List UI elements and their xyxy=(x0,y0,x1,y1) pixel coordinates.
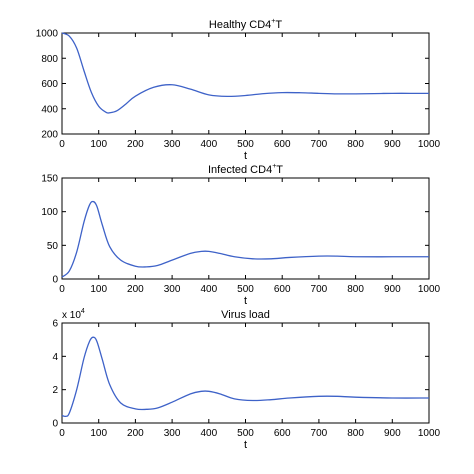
axes-box xyxy=(61,177,430,280)
chart-title-suffix: T xyxy=(275,19,282,31)
x-tick-label: 200 xyxy=(127,428,144,439)
y-tick-label: 0 xyxy=(52,275,58,286)
x-tick-label: 1000 xyxy=(418,428,441,439)
x-tick-label: 200 xyxy=(127,139,144,150)
x-tick-label: 0 xyxy=(59,284,65,295)
chart-title-main: Virus load xyxy=(221,309,270,321)
x-tick-label: 0 xyxy=(59,139,65,150)
chart-title: Virus load xyxy=(221,309,270,321)
y-tick-label: 150 xyxy=(41,174,58,185)
x-tick-label: 300 xyxy=(164,428,181,439)
x-tick-label: 700 xyxy=(311,428,328,439)
x-tick-label: 1000 xyxy=(418,139,441,150)
x-tick-label: 300 xyxy=(164,284,181,295)
x-tick-label: 900 xyxy=(384,428,401,439)
subplot-1 xyxy=(61,32,430,135)
exponent-power: 4 xyxy=(81,308,85,315)
y-tick-label: 400 xyxy=(41,104,58,115)
x-tick-label: 300 xyxy=(164,139,181,150)
x-tick-label: 500 xyxy=(237,284,254,295)
axes-box xyxy=(61,322,430,424)
axis-exponent-label: x 104 xyxy=(62,308,85,321)
y-tick-label: 1000 xyxy=(36,29,59,40)
chart-title-sup: + xyxy=(271,18,275,25)
y-tick-label: 100 xyxy=(41,207,58,218)
x-tick-label: 500 xyxy=(237,139,254,150)
exponent-base: x 10 xyxy=(62,310,81,321)
x-tick-label: 200 xyxy=(127,284,144,295)
chart-title: Infected CD4+T xyxy=(208,163,283,176)
x-tick-label: 600 xyxy=(274,139,291,150)
y-tick-label: 0 xyxy=(52,419,58,430)
y-tick-label: 200 xyxy=(41,130,58,141)
axes-box xyxy=(61,32,430,135)
x-tick-label: 100 xyxy=(90,428,107,439)
y-tick-label: 600 xyxy=(41,79,58,90)
chart-title: Healthy CD4+T xyxy=(209,18,282,31)
subplot-3 xyxy=(61,322,430,424)
y-tick-label: 4 xyxy=(52,352,58,363)
x-tick-label: 700 xyxy=(311,139,328,150)
x-axis-label: t xyxy=(244,150,247,162)
y-tick-label: 6 xyxy=(52,319,58,330)
x-tick-label: 400 xyxy=(200,428,217,439)
x-tick-label: 0 xyxy=(59,428,65,439)
x-tick-label: 800 xyxy=(347,428,364,439)
chart-title-main: Infected CD4 xyxy=(208,164,272,176)
x-tick-label: 600 xyxy=(274,284,291,295)
y-tick-label: 2 xyxy=(52,385,58,396)
x-tick-label: 400 xyxy=(200,139,217,150)
subplot-2 xyxy=(61,177,430,280)
x-tick-label: 800 xyxy=(347,284,364,295)
x-tick-label: 100 xyxy=(90,139,107,150)
series-line xyxy=(61,32,429,114)
x-tick-label: 900 xyxy=(384,284,401,295)
x-axis-label: t xyxy=(244,295,247,307)
series-line xyxy=(61,200,430,278)
x-tick-label: 900 xyxy=(384,139,401,150)
chart-title-sup: + xyxy=(272,163,276,170)
x-axis-label: t xyxy=(244,439,247,451)
x-tick-label: 600 xyxy=(274,428,291,439)
x-tick-label: 1000 xyxy=(418,284,441,295)
chart-title-suffix: T xyxy=(276,164,283,176)
chart-title-main: Healthy CD4 xyxy=(209,19,271,31)
series-line xyxy=(61,336,430,418)
x-tick-label: 100 xyxy=(90,284,107,295)
x-tick-label: 700 xyxy=(311,284,328,295)
x-tick-label: 400 xyxy=(200,284,217,295)
x-tick-label: 500 xyxy=(237,428,254,439)
y-tick-label: 800 xyxy=(41,54,58,65)
y-tick-label: 50 xyxy=(47,241,59,252)
x-tick-label: 800 xyxy=(347,139,364,150)
